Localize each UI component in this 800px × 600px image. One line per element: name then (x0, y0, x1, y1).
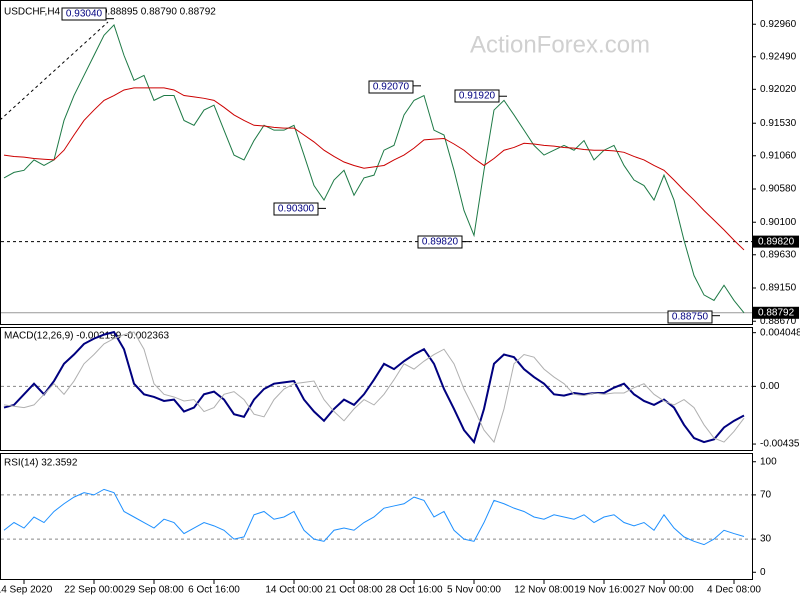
rsi-title: RSI(14) 32.3592 (4, 458, 78, 469)
y-tick-label: 100 (760, 456, 777, 467)
y-tick-label: 0.89630 (760, 249, 797, 260)
y-tick-label: 0.91530 (760, 118, 797, 129)
y-tick-label: 0.92960 (760, 19, 797, 30)
annotation-label: 0.91920 (459, 91, 496, 102)
x-tick-label: 14 Oct 00:00 (265, 585, 323, 596)
annotation-label: 0.88750 (672, 312, 709, 323)
y-tick-label: 0.91060 (760, 150, 797, 161)
macd-panel (0, 327, 753, 451)
x-tick-label: 12 Nov 08:00 (514, 585, 574, 596)
y-tick-label: 0.90580 (760, 184, 797, 195)
x-tick-label: 28 Oct 16:00 (385, 585, 443, 596)
last-price-box (753, 306, 799, 319)
y-tick-label: 0.004048 (760, 327, 800, 338)
annotation-box (61, 7, 107, 21)
y-tick-label: 0.88670 (760, 316, 797, 327)
annotation-box (417, 235, 463, 249)
series-line (3, 23, 745, 314)
annotation-box (273, 202, 319, 216)
y-tick-label: 0.92490 (760, 51, 797, 62)
x-tick-label: 22 Sep 00:00 (64, 585, 124, 596)
y-tick-label: 0.89150 (760, 283, 797, 294)
annotation-label: 0.93040 (66, 9, 103, 20)
x-tick-label: 21 Oct 08:00 (325, 585, 383, 596)
y-tick-label: 0 (760, 567, 766, 578)
series-line (3, 331, 745, 444)
x-tick-label: 19 Nov 16:00 (574, 585, 634, 596)
level-label-box (753, 235, 799, 248)
x-tick-label: 27 Nov 00:00 (634, 585, 694, 596)
x-tick-label: 29 Sep 08:00 (124, 585, 184, 596)
annotation-label: 0.92070 (373, 82, 410, 93)
x-tick-label: 14 Sep 2020 (0, 585, 53, 596)
annotation-box (368, 80, 414, 94)
trend-line (0, 21, 109, 121)
x-tick-label: 4 Dec 08:00 (707, 585, 761, 596)
chart-title: USDCHF,H4 0.88887 0.88895 0.88790 0.8879… (4, 7, 216, 18)
y-tick-label: 0.92020 (760, 84, 797, 95)
series-line (3, 87, 745, 251)
rsi-panel (0, 453, 753, 580)
x-tick-label: 5 Nov 00:00 (447, 585, 501, 596)
price-panel (0, 0, 753, 325)
macd-title: MACD(12,26,9) -0.002199 -0.002363 (4, 331, 170, 342)
annotation-box (667, 310, 713, 324)
y-tick-label: 30 (760, 534, 772, 545)
annotation-label: 0.89820 (422, 237, 459, 248)
y-tick-label: 0.00 (760, 381, 780, 392)
y-tick-label: 70 (760, 490, 772, 501)
last-price-label: 0.88792 (758, 307, 795, 318)
series-line (3, 488, 745, 546)
annotation-box (454, 89, 500, 103)
series-line (3, 330, 745, 445)
level-label: 0.89820 (758, 236, 795, 247)
annotation-label: 0.90300 (278, 204, 315, 215)
watermark: ActionForex.com (470, 31, 650, 58)
y-tick-label: 0.90100 (760, 217, 797, 228)
x-tick-label: 6 Oct 16:00 (188, 585, 240, 596)
